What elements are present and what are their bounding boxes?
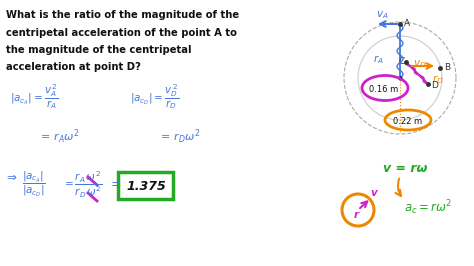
Text: $v_A$: $v_A$ bbox=[376, 9, 388, 21]
Text: 1.375: 1.375 bbox=[126, 180, 166, 193]
Text: $r_A$: $r_A$ bbox=[373, 54, 383, 66]
Text: $|a_{c_D}|=\dfrac{v_D^{\,2}}{r_D}$: $|a_{c_D}|=\dfrac{v_D^{\,2}}{r_D}$ bbox=[130, 82, 179, 111]
Text: $=\,r_A\omega^2$: $=\,r_A\omega^2$ bbox=[38, 128, 80, 146]
Text: $=\dfrac{r_A\,\omega^2}{r_D\,\omega^2}$: $=\dfrac{r_A\,\omega^2}{r_D\,\omega^2}$ bbox=[62, 170, 103, 201]
Text: v: v bbox=[370, 188, 377, 198]
Text: $a_c=r\omega^2$: $a_c=r\omega^2$ bbox=[404, 199, 452, 217]
Text: $r_D$: $r_D$ bbox=[432, 74, 444, 86]
Text: $=\,r_D\omega^2$: $=\,r_D\omega^2$ bbox=[158, 128, 201, 146]
Text: $\dfrac{|a_{c_A}|}{|a_{c_D}|}$: $\dfrac{|a_{c_A}|}{|a_{c_D}|}$ bbox=[22, 170, 46, 200]
Text: What is the ratio of the magnitude of the: What is the ratio of the magnitude of th… bbox=[6, 10, 239, 20]
Text: acceleration at point D?: acceleration at point D? bbox=[6, 63, 141, 73]
Text: $\Rightarrow$: $\Rightarrow$ bbox=[4, 170, 18, 183]
Text: centripetal acceleration of the point A to: centripetal acceleration of the point A … bbox=[6, 27, 237, 38]
Text: 0.22 m: 0.22 m bbox=[393, 117, 422, 126]
Text: 0.16 m: 0.16 m bbox=[369, 85, 399, 94]
Text: C: C bbox=[399, 56, 405, 65]
Text: $|a_{c_A}|=\dfrac{v_A^{\,2}}{r_A}$: $|a_{c_A}|=\dfrac{v_A^{\,2}}{r_A}$ bbox=[10, 82, 59, 111]
Text: the magnitude of the centripetal: the magnitude of the centripetal bbox=[6, 45, 191, 55]
Text: D: D bbox=[431, 81, 438, 89]
Text: v = rω: v = rω bbox=[383, 161, 428, 174]
Text: $=$: $=$ bbox=[108, 176, 122, 189]
Text: $v_D$: $v_D$ bbox=[413, 58, 427, 70]
Text: A: A bbox=[404, 19, 410, 27]
Text: r: r bbox=[354, 210, 358, 220]
Text: B: B bbox=[444, 64, 450, 73]
FancyBboxPatch shape bbox=[118, 172, 173, 198]
